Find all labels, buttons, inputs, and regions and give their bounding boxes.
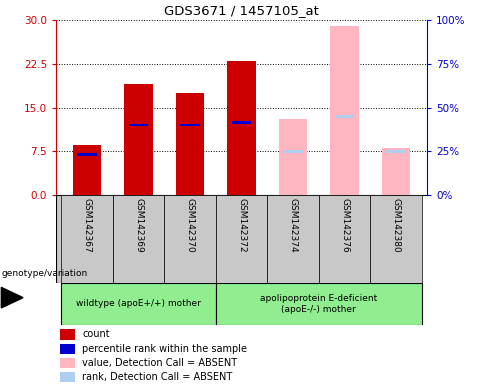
Text: rank, Detection Call = ABSENT: rank, Detection Call = ABSENT (82, 372, 232, 382)
Bar (232, 121, 251, 124)
Bar (129, 124, 148, 126)
Bar (216, 283, 422, 325)
Text: wildtype (apoE+/+) mother: wildtype (apoE+/+) mother (76, 300, 201, 308)
Text: percentile rank within the sample: percentile rank within the sample (82, 344, 247, 354)
Bar (61, 283, 216, 325)
Bar (216, 195, 267, 283)
Bar (283, 150, 303, 153)
Text: value, Detection Call = ABSENT: value, Detection Call = ABSENT (82, 358, 237, 368)
Title: GDS3671 / 1457105_at: GDS3671 / 1457105_at (164, 5, 319, 17)
Bar (386, 150, 406, 153)
Text: GSM142370: GSM142370 (185, 198, 195, 252)
Polygon shape (1, 287, 23, 308)
Bar (124, 84, 153, 195)
Bar (60, 344, 75, 354)
Text: count: count (82, 329, 110, 339)
Bar (61, 195, 113, 283)
Text: GSM142372: GSM142372 (237, 198, 246, 252)
Bar (176, 93, 204, 195)
Text: apolipoprotein E-deficient
(apoE-/-) mother: apolipoprotein E-deficient (apoE-/-) mot… (260, 294, 377, 314)
Bar (113, 195, 164, 283)
Bar (319, 195, 370, 283)
Bar (60, 329, 75, 339)
Bar (73, 146, 101, 195)
Bar (60, 358, 75, 368)
Text: GSM142376: GSM142376 (340, 198, 349, 252)
Bar (279, 119, 307, 195)
Bar (227, 61, 256, 195)
Bar (330, 26, 359, 195)
Bar (60, 372, 75, 382)
Bar (180, 124, 200, 126)
Bar (335, 115, 354, 118)
Bar (77, 153, 97, 156)
Text: GSM142374: GSM142374 (288, 198, 298, 252)
Text: GSM142380: GSM142380 (391, 198, 401, 252)
Text: genotype/variation: genotype/variation (1, 269, 87, 278)
Bar (370, 195, 422, 283)
Bar (164, 195, 216, 283)
Text: GSM142367: GSM142367 (82, 198, 92, 252)
Bar (267, 195, 319, 283)
Text: GSM142369: GSM142369 (134, 198, 143, 252)
Bar (382, 148, 410, 195)
